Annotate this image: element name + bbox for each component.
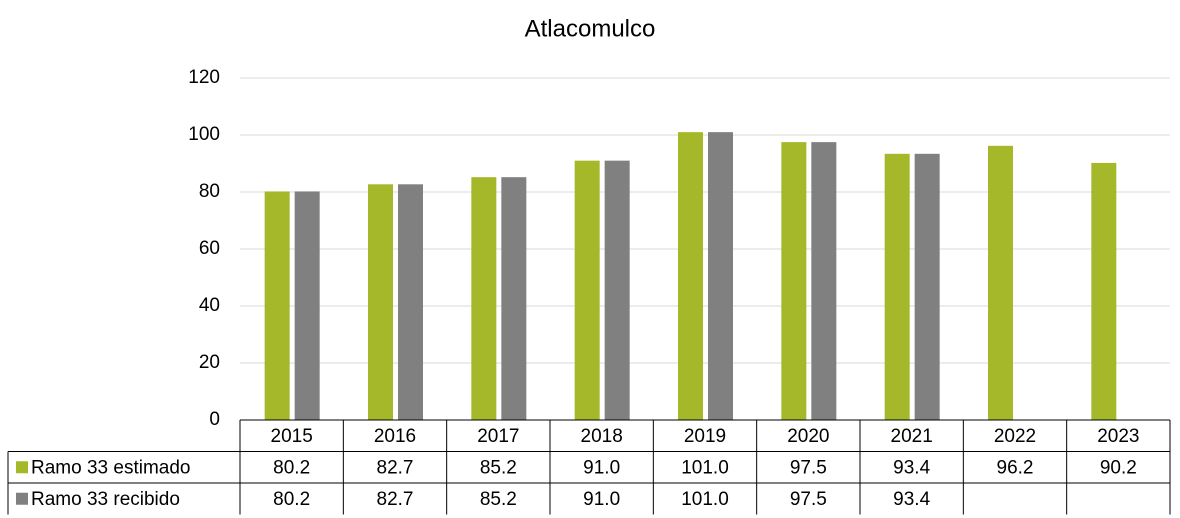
x-tick-label: 2016 (374, 426, 416, 447)
bar (398, 184, 423, 420)
table-value: 97.5 (790, 457, 827, 478)
bar (368, 184, 393, 420)
bar (781, 142, 807, 420)
table-value: 82.7 (377, 457, 414, 478)
x-tick-label: 2018 (581, 426, 623, 447)
x-tick-label: 2021 (891, 426, 933, 447)
table-value: 91.0 (583, 489, 620, 510)
table-value: 80.2 (273, 457, 310, 478)
table-value: 85.2 (480, 489, 517, 510)
x-tick-label: 2017 (477, 426, 519, 447)
bar (471, 177, 497, 420)
x-tick-label: 2015 (271, 426, 313, 447)
bar (1091, 162, 1117, 420)
y-tick-label: 0 (209, 409, 220, 430)
bar (678, 132, 703, 420)
table-value: 80.2 (273, 489, 310, 510)
table-value: 93.4 (893, 457, 930, 478)
y-tick-label: 80 (199, 181, 220, 202)
table-value: 93.4 (893, 489, 930, 510)
table-value: 85.2 (480, 457, 517, 478)
y-tick-label: 40 (199, 295, 220, 316)
x-tick-label: 2019 (684, 426, 726, 447)
legend-marker (16, 492, 28, 505)
bar (708, 132, 733, 420)
legend-label: Ramo 33 estimado (31, 457, 190, 478)
table-value: 90.2 (1100, 457, 1137, 478)
table-value: 97.5 (790, 489, 827, 510)
bar (604, 160, 630, 420)
chart-title: Atlacomulco (525, 15, 656, 42)
table-value: 101.0 (681, 457, 729, 478)
table-value: 96.2 (997, 457, 1034, 478)
bar (501, 177, 527, 420)
bar (884, 153, 910, 420)
legend-label: Ramo 33 recibido (31, 489, 180, 510)
y-tick-label: 20 (199, 352, 220, 373)
table-value: 101.0 (681, 489, 729, 510)
x-tick-label: 2020 (787, 426, 829, 447)
legend-marker (16, 461, 28, 474)
x-tick-label: 2023 (1097, 426, 1139, 447)
table-value: 82.7 (377, 489, 414, 510)
bar (294, 191, 320, 420)
y-tick-label: 60 (199, 238, 220, 259)
y-tick-label: 120 (188, 67, 220, 88)
x-tick-label: 2022 (994, 426, 1036, 447)
bar (264, 191, 290, 420)
bar (988, 145, 1013, 420)
bar (811, 142, 837, 420)
bar (914, 153, 940, 420)
y-tick-label: 100 (188, 124, 220, 145)
bar (574, 160, 600, 420)
table-value: 91.0 (583, 457, 620, 478)
